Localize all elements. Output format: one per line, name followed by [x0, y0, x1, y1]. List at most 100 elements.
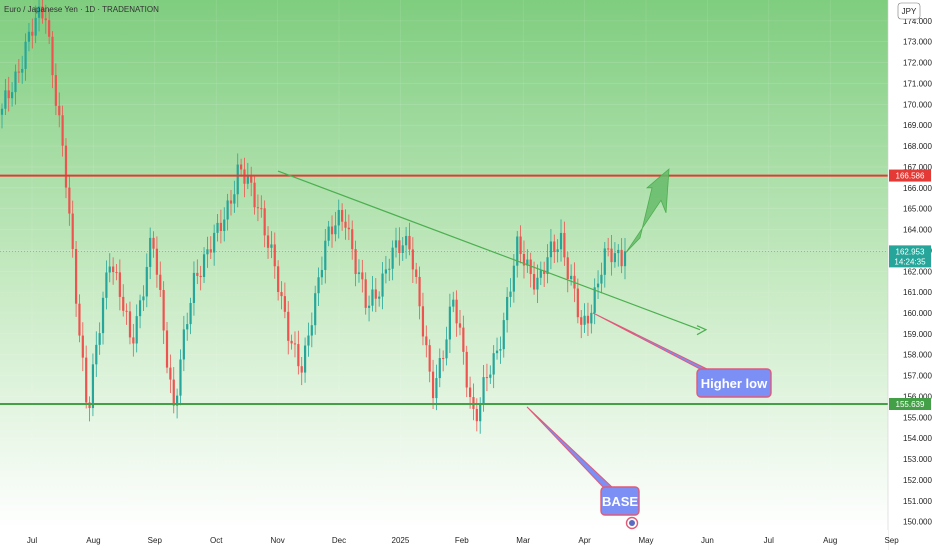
candle: [448, 293, 451, 354]
candle-body: [502, 320, 505, 350]
candle-body: [532, 274, 536, 290]
candle: [189, 297, 192, 335]
candle-body: [95, 344, 98, 365]
candle-body: [85, 357, 88, 403]
candle-body: [287, 311, 290, 341]
candle: [367, 295, 371, 322]
x-tick-label: Dec: [332, 536, 346, 545]
candle: [371, 275, 374, 312]
candle: [226, 193, 229, 231]
candle: [98, 322, 101, 355]
candle: [149, 227, 152, 280]
candle-body: [152, 237, 155, 249]
candle-body: [586, 315, 590, 324]
candle-body: [310, 325, 313, 336]
candle-body: [58, 105, 61, 116]
candle-body: [623, 251, 627, 267]
price-axis[interactable]: 150.000 151.000 152.000 153.000 154.000 155.0…: [887, 0, 932, 550]
candle: [388, 258, 391, 281]
y-tick-label: 159.000: [903, 330, 932, 339]
candle: [7, 76, 10, 112]
candle: [179, 349, 182, 406]
candle: [105, 260, 108, 310]
candle: [253, 175, 256, 215]
candle: [277, 260, 280, 301]
candle: [202, 247, 206, 284]
candle: [115, 264, 118, 281]
candle-body: [11, 92, 14, 99]
resistance-price-tag[interactable]: 166.586: [889, 169, 931, 182]
candle: [337, 199, 340, 239]
candle: [438, 348, 441, 388]
candle: [529, 252, 532, 288]
candle: [455, 290, 458, 337]
candle: [112, 257, 115, 285]
candle-body: [448, 306, 451, 340]
candle-body: [186, 324, 189, 330]
candle: [445, 326, 448, 366]
candle-body: [21, 68, 24, 73]
candle-body: [71, 213, 74, 250]
y-tick-label: 157.000: [903, 372, 932, 381]
candle: [361, 259, 364, 293]
candle-body: [0, 108, 4, 115]
candle: [152, 231, 155, 258]
candle-body: [398, 240, 401, 253]
candle-body: [229, 200, 233, 204]
candle-body: [226, 200, 229, 220]
candle: [256, 194, 260, 222]
y-tick-label: 158.000: [903, 351, 932, 360]
candle-body: [169, 367, 172, 380]
candle: [425, 325, 428, 358]
candle-body: [468, 387, 472, 398]
candle-body: [108, 266, 111, 273]
candle: [452, 291, 455, 313]
candle-body: [546, 257, 549, 274]
candle-body: [553, 241, 556, 253]
candle-body: [351, 229, 354, 250]
candle: [206, 236, 209, 268]
currency-badge[interactable]: JPY: [897, 2, 921, 20]
candle: [559, 219, 563, 262]
candle: [384, 255, 388, 284]
candle-body: [155, 248, 159, 275]
candle-body: [556, 249, 559, 253]
candle: [88, 396, 91, 422]
candle-body: [512, 265, 515, 292]
candle-body: [327, 226, 330, 241]
candle-body: [189, 303, 192, 325]
candle-body: [179, 359, 182, 396]
candle: [536, 264, 539, 303]
time-axis[interactable]: Jul Aug Sep Oct Nov Dec 2025 Feb Mar Apr May Jun Jul…: [0, 516, 899, 550]
candle-body: [196, 272, 199, 276]
candle: [11, 82, 14, 107]
candle: [169, 354, 172, 394]
candle-body: [384, 269, 388, 274]
candle-body: [260, 208, 263, 210]
candle-body: [600, 274, 603, 284]
candle-body: [482, 377, 485, 404]
candle: [21, 55, 24, 84]
higher-low-label: Higher low: [701, 376, 768, 391]
candle-body: [101, 297, 105, 334]
higher-low-box: [696, 368, 772, 398]
candle: [95, 331, 98, 377]
candle-body: [378, 296, 381, 299]
candle-body: [41, 6, 44, 19]
candle: [68, 174, 71, 226]
candle: [14, 64, 17, 105]
candle-body: [593, 287, 596, 313]
candle: [499, 336, 502, 364]
candle: [250, 166, 253, 197]
candle: [327, 220, 330, 247]
base-box: [600, 486, 640, 516]
candle-body: [122, 296, 125, 311]
projection-arrow: [625, 168, 670, 253]
candle: [526, 249, 529, 273]
candle: [428, 339, 431, 383]
support-price-tag[interactable]: 155.639: [889, 397, 931, 410]
countdown-label: 14:24:35: [894, 257, 926, 266]
resistance-price-tag-box: [889, 169, 931, 182]
